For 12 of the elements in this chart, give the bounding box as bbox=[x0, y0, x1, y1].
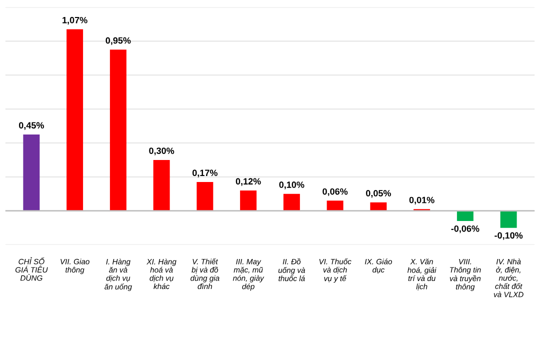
data-label: -0,06% bbox=[451, 225, 480, 234]
data-label: 0,01% bbox=[409, 196, 434, 205]
data-label: 0,30% bbox=[149, 148, 174, 156]
data-label: 0,95% bbox=[106, 37, 131, 45]
data-label: -0,10% bbox=[494, 232, 523, 240]
data-label: 1,07% bbox=[62, 16, 88, 25]
data-label: 0,06% bbox=[322, 188, 348, 196]
data-label: 0,12% bbox=[236, 178, 261, 186]
data-label: 0,05% bbox=[366, 190, 392, 198]
data-label: 0,10% bbox=[279, 182, 304, 190]
data-label: 0,17% bbox=[192, 170, 218, 178]
data-label: 0,45% bbox=[18, 122, 44, 130]
